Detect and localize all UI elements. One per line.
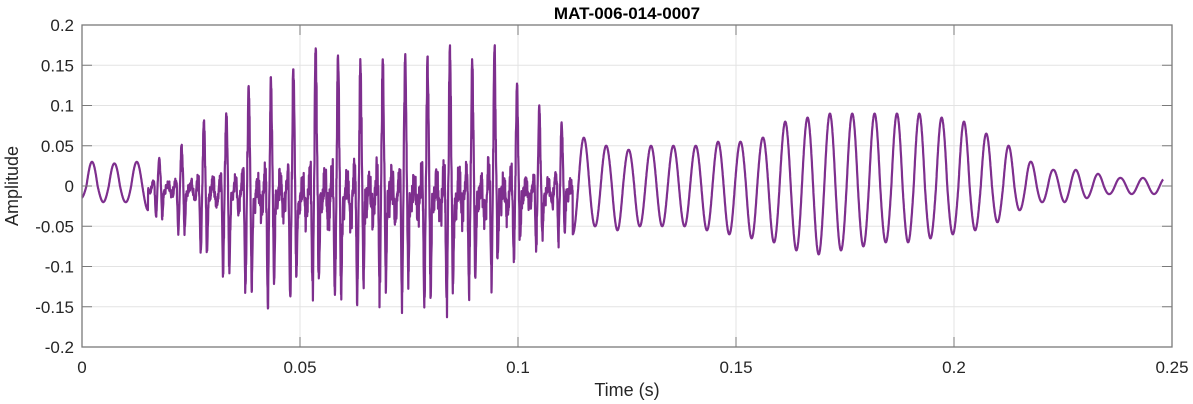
y-tick-label: -0.1	[45, 258, 74, 277]
y-tick-label: 0.1	[50, 97, 74, 116]
y-tick-label: 0	[65, 177, 74, 196]
x-tick-label: 0.15	[719, 358, 752, 377]
y-tick-label: 0.2	[50, 16, 74, 35]
x-tick-label: 0.1	[506, 358, 530, 377]
y-tick-label: 0.05	[41, 137, 74, 156]
x-tick-label: 0.25	[1155, 358, 1188, 377]
chart-title: MAT-006-014-0007	[554, 4, 700, 23]
x-tick-label: 0	[77, 358, 86, 377]
x-tick-label: 0.2	[942, 358, 966, 377]
x-tick-label: 0.05	[283, 358, 316, 377]
y-tick-label: -0.15	[35, 298, 74, 317]
x-axis-label: Time (s)	[594, 380, 659, 400]
ticks: 0 0.05 0.1 0.15 0.2 0.25 0.2 0.15 0.1 0.05 0 -0.05 -…	[35, 16, 1188, 377]
y-tick-label: 0.15	[41, 56, 74, 75]
grid	[81, 24, 1173, 348]
waveform-line	[81, 44, 1164, 319]
y-axis-label: Amplitude	[2, 146, 22, 226]
y-tick-label: -0.2	[45, 338, 74, 357]
y-tick-label: -0.05	[35, 217, 74, 236]
